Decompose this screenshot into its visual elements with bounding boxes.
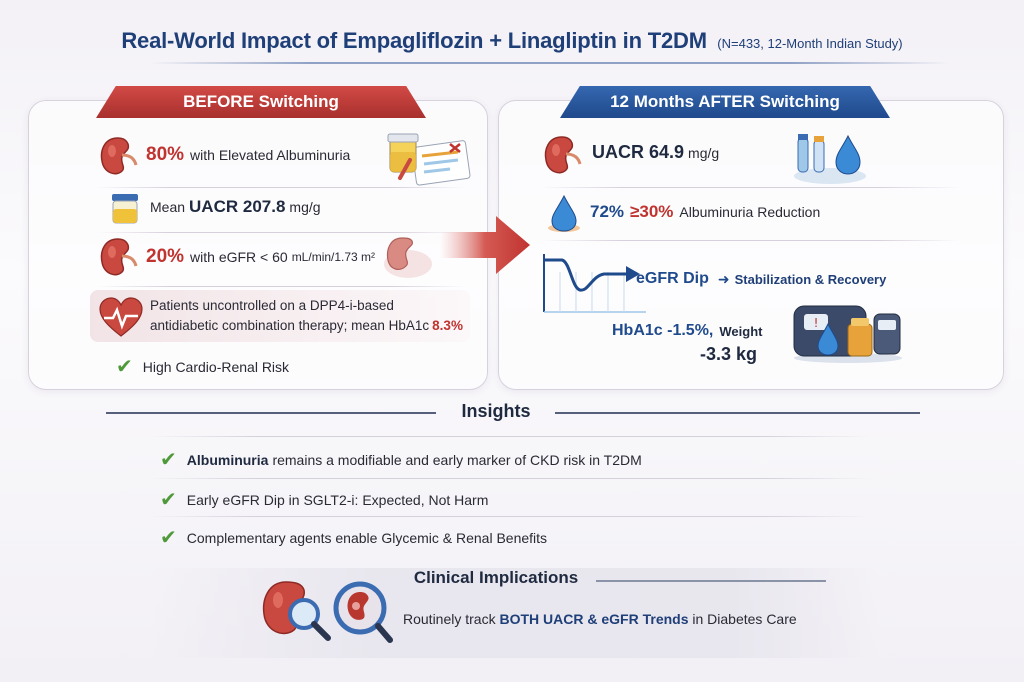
stabilization-label: Stabilization & Recovery <box>734 271 887 287</box>
insight-item: ✔ Albuminuria remains a modifiable and e… <box>160 447 642 472</box>
uncontrolled-line2: antidiabetic combination therapy; mean H… <box>150 318 430 333</box>
reduction-threshold: ≥30% <box>630 202 674 221</box>
scale-icon: ! <box>793 305 902 363</box>
lab-report-icon <box>387 133 471 186</box>
insight-text: Complementary agents enable Glycemic & R… <box>186 529 548 546</box>
kidney-magnifier-icon <box>262 581 393 643</box>
insight-text: Early eGFR Dip in SGLT2-i: Expected, Not… <box>186 491 489 508</box>
uncontrolled-highlight <box>90 290 470 342</box>
egfr-dip-label: eGFR Dip <box>636 270 709 287</box>
uncontrolled-line1: Patients uncontrolled on a DPP4-i-based <box>150 298 394 313</box>
row-separator <box>96 286 466 287</box>
test-tubes-icon <box>794 134 866 184</box>
check-icon: ✔ <box>160 449 177 471</box>
weight-value-row: -3.3 kg <box>700 344 757 365</box>
kidney-icon <box>100 238 138 276</box>
drop-icon <box>548 194 580 232</box>
insight-separator <box>150 478 870 479</box>
insight-text: remains a modifiable and early marker of… <box>272 451 642 468</box>
insight-item: ✔ Complementary agents enable Glycemic &… <box>160 525 547 550</box>
egfr-label: with eGFR < 60 <box>190 249 288 265</box>
egfr-unit: mL/min/1.73 m² <box>291 250 376 264</box>
row-separator <box>540 240 960 241</box>
insights-rule-left <box>106 412 436 414</box>
insights-heading: Insights <box>461 401 531 421</box>
after-row-reduction: 72% ≥30% Albuminuria Reduction <box>590 202 820 222</box>
reduction-label: Albuminuria Reduction <box>679 204 821 220</box>
uacr-after-value: UACR 64.9 <box>592 142 685 162</box>
check-icon: ✔ <box>160 489 177 511</box>
insight-separator <box>150 436 870 437</box>
uacr-before-unit: mg/g <box>289 199 321 215</box>
trend-chart-icon <box>543 254 646 313</box>
insight-item: ✔ Early eGFR Dip in SGLT2-i: Expected, N… <box>160 487 488 512</box>
reduction-percent: 72% <box>590 202 625 221</box>
albuminuria-label: with Elevated Albuminuria <box>190 147 351 163</box>
uacr-before-value: UACR 207.8 <box>189 197 286 216</box>
implications-highlight: BOTH UACR & eGFR Trends <box>499 611 689 627</box>
implications-text: Routinely track BOTH UACR & eGFR Trends … <box>403 611 797 627</box>
row-separator <box>540 187 960 188</box>
page-subtitle: (N=433, 12-Month Indian Study) <box>717 36 903 51</box>
implications-pre: Routinely track <box>403 611 496 627</box>
before-row-egfr: 20% with eGFR < 60 mL/min/1.73 m² <box>146 246 375 268</box>
heart-icon <box>99 297 143 337</box>
page-header: Real-World Impact of Empagliflozin + Lin… <box>0 28 1024 54</box>
check-icon: ✔ <box>160 527 177 549</box>
after-banner: 12 Months AFTER Switching <box>560 86 890 118</box>
insights-rule-right <box>555 412 920 414</box>
uacr-prefix: Mean <box>150 199 186 215</box>
after-row-uacr: UACR 64.9 mg/g <box>592 142 719 163</box>
hba1c-before-value: 8.3% <box>432 318 463 333</box>
hba1c-after-value: HbA1c -1.5%, <box>612 322 714 339</box>
before-row-uacr: Mean UACR 207.8 mg/g <box>150 197 321 217</box>
kidney-icon <box>100 137 138 175</box>
kidney-faded-icon <box>384 237 432 278</box>
albuminuria-percent: 80% <box>146 144 185 165</box>
row-separator <box>96 232 466 233</box>
page-title: Real-World Impact of Empagliflozin + Lin… <box>121 28 707 53</box>
after-panel <box>498 100 1004 390</box>
after-row-hba1c: HbA1c -1.5%, Weight <box>612 322 762 340</box>
title-divider <box>150 62 950 64</box>
check-icon: ✔ <box>116 356 133 378</box>
uacr-after-unit: mg/g <box>688 144 720 161</box>
after-row-egfr: eGFR Dip ➜ Stabilization & Recovery <box>636 270 886 288</box>
row-separator <box>96 187 466 188</box>
implications-rule <box>596 580 826 582</box>
implications-heading: Clinical Implications <box>413 568 579 587</box>
weight-after-value: -3.3 kg <box>700 344 758 364</box>
transition-arrow-icon <box>440 216 530 274</box>
insight-separator <box>150 516 870 517</box>
weight-label: Weight <box>719 323 763 339</box>
kidney-icon <box>544 136 582 174</box>
before-banner: BEFORE Switching <box>96 86 426 118</box>
insight-bold: Albuminuria <box>186 451 269 468</box>
svg-text:!: ! <box>814 316 819 330</box>
arrow-right-icon: ➜ <box>717 270 730 287</box>
before-row-risk: ✔ High Cardio-Renal Risk <box>116 354 289 379</box>
implications-post: in Diabetes Care <box>692 611 797 627</box>
urine-cup-icon <box>112 194 138 224</box>
egfr-percent: 20% <box>146 246 185 267</box>
before-row-albuminuria: 80% with Elevated Albuminuria <box>146 144 350 166</box>
risk-label: High Cardio-Renal Risk <box>142 358 290 375</box>
before-row-uncontrolled: Patients uncontrolled on a DPP4-i-based … <box>150 296 463 336</box>
